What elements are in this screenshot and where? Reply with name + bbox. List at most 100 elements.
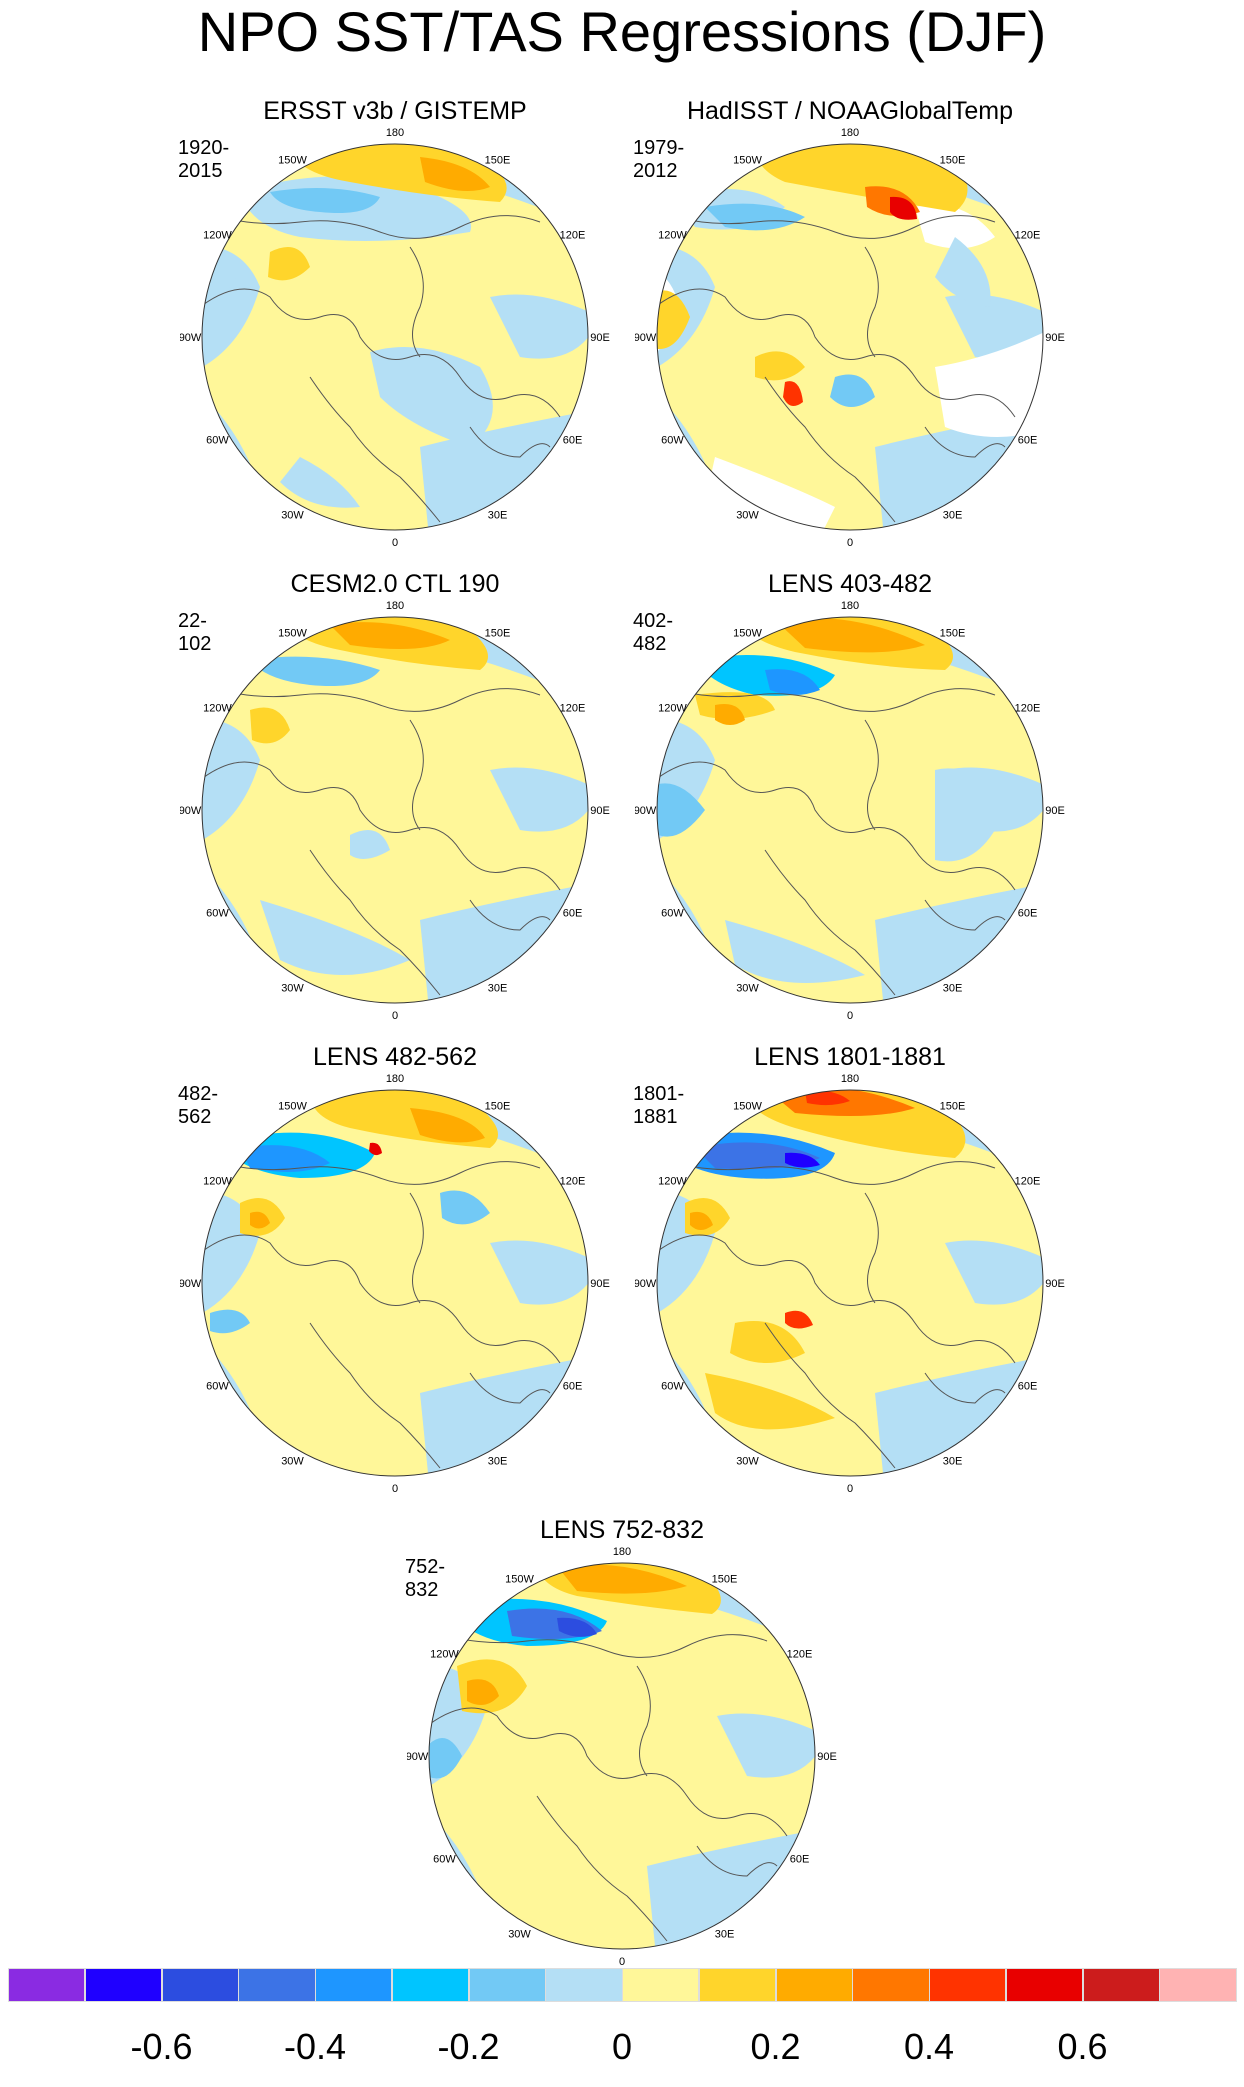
longitude-label: 0	[847, 1010, 853, 1020]
anomaly-contour	[557, 1564, 687, 1594]
longitude-label: 150E	[485, 154, 511, 166]
longitude-label: 150W	[733, 1100, 762, 1112]
ocean-anomaly-band	[202, 245, 260, 377]
coastline	[469, 899, 551, 931]
field-layer	[429, 1563, 815, 1949]
coastline	[764, 376, 896, 523]
colorbar-swatch	[929, 1968, 1007, 2002]
ocean-anomaly-band	[717, 1713, 815, 1778]
ocean-anomaly-band	[490, 294, 588, 359]
coastline	[202, 761, 561, 891]
coastline	[864, 246, 879, 358]
anomaly-contour	[935, 768, 1005, 862]
anomaly-contour	[557, 1617, 597, 1637]
longitude-label: 30E	[943, 1456, 963, 1468]
longitude-label: 30W	[736, 983, 759, 995]
longitude-label: 60E	[563, 435, 583, 447]
polar-map: 180 150E 120E 90E 60E 30E 0 30W 60W 90W 120W 150W	[635, 1073, 1065, 1493]
coastline	[429, 1707, 788, 1837]
coastline	[864, 719, 879, 831]
longitude-label: 120E	[1015, 1176, 1041, 1188]
panel-period: 1920-2015	[178, 137, 230, 182]
longitude-label: 60E	[563, 1381, 583, 1393]
longitude-label: 30E	[488, 983, 508, 995]
ocean-anomaly-band	[490, 1240, 588, 1305]
longitude-label: 120W	[430, 1649, 459, 1661]
longitude-label: 0	[619, 1956, 625, 1966]
anomaly-contour	[410, 1108, 485, 1143]
longitude-label: 150E	[940, 1100, 966, 1112]
longitude-label: 150W	[505, 1573, 534, 1585]
anomaly-contour	[260, 900, 410, 975]
panel-period: 482-562	[178, 1083, 219, 1128]
coastline	[657, 288, 1016, 418]
coastline	[469, 1372, 551, 1404]
colorbar-swatch	[84, 1968, 162, 2002]
longitude-label: 30E	[488, 1456, 508, 1468]
anomaly-contour	[715, 704, 745, 725]
panel-period: 752-832	[405, 1556, 446, 1601]
ocean-anomaly-band	[490, 767, 588, 832]
coastline	[469, 426, 551, 458]
longitude-label: 120E	[560, 1176, 586, 1188]
longitude-label: 90E	[1045, 805, 1065, 817]
panel-title: CESM2.0 CTL 190	[290, 570, 500, 598]
coastline	[409, 246, 424, 358]
panel-title: HadISST / NOAAGlobalTemp	[686, 97, 1014, 125]
longitude-label: 60W	[206, 908, 229, 920]
longitude-label: 90W	[180, 332, 202, 344]
anomaly-contour	[935, 237, 991, 307]
longitude-label: 180	[386, 600, 404, 612]
longitude-label: 60W	[206, 1381, 229, 1393]
longitude-label: 30W	[736, 510, 759, 522]
longitude-label: 0	[847, 1483, 853, 1493]
panel-period: 402-482	[633, 610, 674, 655]
panel-title: LENS 403-482	[767, 570, 932, 598]
field-layer	[202, 144, 588, 530]
longitude-label: 30W	[736, 1456, 759, 1468]
colorbar-tick-label: -0.2	[437, 2026, 500, 2067]
anomaly-contour	[280, 457, 360, 508]
panel-period: 1979-2012	[633, 137, 685, 182]
anomaly-contour	[270, 188, 380, 213]
longitude-label: 150E	[940, 627, 966, 639]
longitude-label: 0	[847, 537, 853, 547]
longitude-label: 60W	[661, 435, 684, 447]
coastline	[674, 215, 996, 239]
longitude-label: 120E	[1015, 703, 1041, 715]
colorbar-tick-label: 0	[611, 2026, 633, 2067]
map-border	[428, 1562, 816, 1950]
coastline	[674, 688, 996, 712]
anomaly-contour	[240, 1145, 330, 1172]
coastline	[309, 849, 441, 996]
panel-title: ERSST v3b / GISTEMP	[263, 97, 527, 125]
anomaly-contour	[420, 157, 490, 191]
colorbar-tick-label: 0.6	[1057, 2026, 1108, 2067]
longitude-label: 90E	[590, 1278, 610, 1290]
coastline	[446, 1634, 768, 1658]
colorbar-tick-label: 0.4	[903, 2026, 955, 2067]
longitude-label: 180	[613, 1546, 631, 1558]
colorbar-swatch	[1005, 1968, 1083, 2002]
longitude-label: 90W	[180, 1278, 202, 1290]
longitude-label: 90E	[1045, 1278, 1065, 1290]
anomaly-contour	[210, 1309, 250, 1334]
polar-map: 180 150E 120E 90E 60E 30E 0 30W 60W 90W 120W 150W	[180, 600, 610, 1020]
colorbar-swatch	[238, 1968, 316, 2002]
longitude-label: 90W	[635, 332, 657, 344]
anomaly-contour	[330, 622, 450, 649]
anomaly-contour	[725, 920, 865, 983]
polar-map: 180 150E 120E 90E 60E 30E 0 30W 60W 90W 120W 150W	[407, 1546, 837, 1966]
coastline	[536, 1795, 668, 1942]
colorbar-swatch	[468, 1968, 546, 2002]
longitude-label: 150W	[733, 154, 762, 166]
anomaly-contour	[250, 1211, 270, 1229]
longitude-label: 150E	[485, 1100, 511, 1112]
anomaly-contour	[805, 1090, 850, 1106]
coastline	[219, 688, 541, 712]
panel-title: LENS 1801-1881	[754, 1043, 946, 1071]
ocean-anomaly-band	[945, 1240, 1043, 1305]
coastline	[409, 719, 424, 831]
coastline	[924, 899, 1006, 931]
longitude-label: 120W	[658, 703, 687, 715]
